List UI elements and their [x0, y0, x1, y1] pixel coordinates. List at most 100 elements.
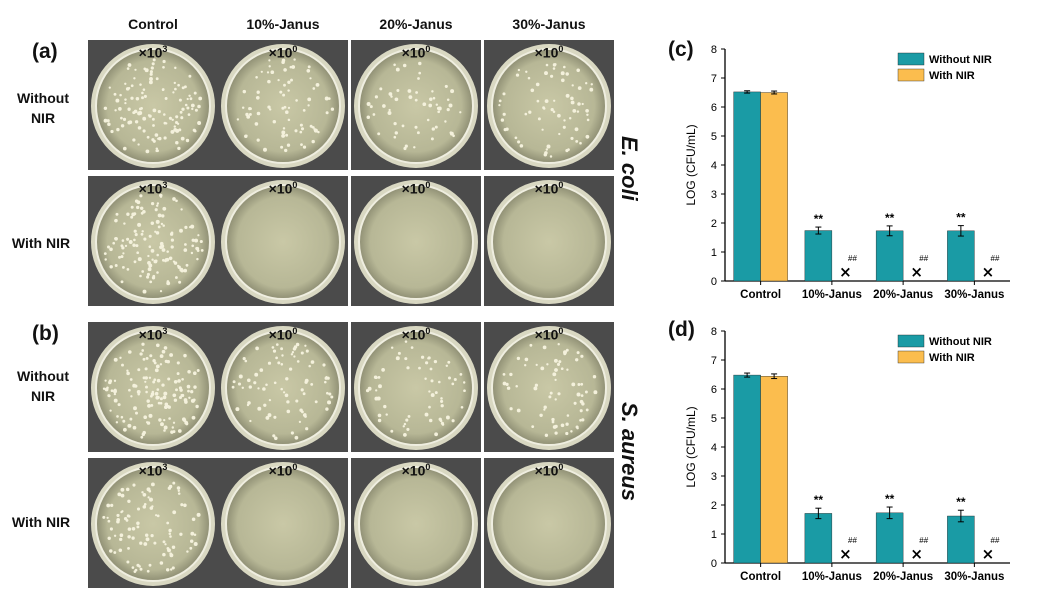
row-label-a-without: Without NIR [2, 88, 84, 128]
bar [947, 515, 975, 564]
y-tick-label: 7 [711, 355, 717, 367]
dilution-label: ×100 [268, 44, 298, 61]
no-colony-cross-mark: × [982, 263, 995, 281]
bar [804, 230, 833, 282]
with-nir-significance-mark: ## [848, 536, 857, 545]
legend-label: Without NIR [929, 336, 992, 348]
y-tick-label: 4 [711, 160, 717, 172]
bar [733, 374, 761, 564]
panel-label-b: (b) [32, 322, 59, 345]
petri-plate: ×103 [88, 40, 218, 170]
row-label-line-1: Without [17, 90, 69, 106]
species-label-e-coli: E. coli [617, 136, 642, 201]
dilution-label: ×100 [534, 44, 564, 61]
petri-plate: ×100 [484, 322, 614, 452]
dilution-label: ×100 [534, 462, 564, 479]
significance-label: ** [814, 493, 824, 507]
with-nir-significance-mark: ## [919, 254, 928, 263]
petri-dish-image [221, 180, 345, 304]
y-tick-label: 2 [711, 218, 717, 230]
y-axis-label: LOG (CFU/mL) [684, 124, 698, 205]
petri-plate: ×103 [88, 458, 218, 588]
y-tick-label: 8 [711, 326, 717, 338]
y-tick-label: 5 [711, 131, 717, 143]
petri-plate: ×100 [351, 322, 481, 452]
dilution-label: ×103 [138, 462, 168, 479]
petri-plate: ×100 [484, 176, 614, 306]
bar [875, 512, 904, 564]
x-tick-label: 10%-Janus [802, 571, 862, 583]
bar [733, 91, 761, 282]
petri-plate: ×100 [218, 322, 348, 452]
petri-plate: ×100 [218, 458, 348, 588]
petri-dish-image [354, 462, 478, 586]
petri-dish-image [487, 44, 611, 168]
petri-plate: ×100 [218, 40, 348, 170]
panel-label-d: (d) [668, 318, 695, 341]
x-tick-label: 10%-Janus [802, 289, 862, 301]
with-nir-significance-mark: ## [848, 254, 857, 263]
column-header-control: Control [128, 16, 178, 32]
x-tick-label: Control [740, 289, 781, 301]
petri-dish-image [91, 326, 215, 450]
dilution-label: ×103 [138, 326, 168, 343]
y-tick-label: 7 [711, 73, 717, 85]
no-colony-cross-mark: × [839, 263, 852, 281]
y-axis-label: LOG (CFU/mL) [684, 406, 698, 487]
petri-dish-image [487, 180, 611, 304]
row-label-a-with: With NIR [11, 235, 71, 251]
legend-swatch [897, 334, 925, 348]
petri-dish-image [91, 462, 215, 586]
row-label-line-2: NIR [30, 110, 56, 126]
dilution-label: ×100 [401, 462, 431, 479]
y-tick-label: 3 [711, 471, 717, 483]
no-colony-cross-mark: × [910, 545, 923, 563]
petri-plate: ×100 [484, 458, 614, 588]
column-header-10-janus: 10%-Janus [246, 16, 320, 32]
petri-plate: ×103 [88, 322, 218, 452]
y-tick-label: 3 [711, 189, 717, 201]
petri-dish-image [221, 326, 345, 450]
bar [760, 92, 788, 282]
dilution-label: ×100 [401, 180, 431, 197]
with-nir-significance-mark: ## [919, 536, 928, 545]
dilution-label: ×100 [534, 326, 564, 343]
dilution-label: ×100 [534, 180, 564, 197]
petri-plate: ×100 [484, 40, 614, 170]
dilution-label: ×100 [268, 462, 298, 479]
petri-plate: ×100 [351, 40, 481, 170]
dilution-label: ×100 [268, 180, 298, 197]
column-header-30-janus: 30%-Janus [512, 16, 586, 32]
row-label-line-1: Without [17, 368, 69, 384]
with-nir-significance-mark: ## [990, 536, 999, 545]
petri-dish-image [221, 462, 345, 586]
y-tick-label: 0 [711, 276, 717, 288]
y-tick-label: 0 [711, 558, 717, 570]
petri-dish-image [354, 44, 478, 168]
petri-dish-image [487, 326, 611, 450]
with-nir-significance-mark: ## [990, 254, 999, 263]
y-tick-label: 6 [711, 102, 717, 114]
petri-plate: ×100 [218, 176, 348, 306]
y-tick-label: 6 [711, 384, 717, 396]
dilution-label: ×100 [401, 326, 431, 343]
column-header-20-janus: 20%-Janus [379, 16, 453, 32]
species-label-s-aureus: S. aureus [617, 402, 642, 502]
y-tick-label: 1 [711, 529, 717, 541]
no-colony-cross-mark: × [839, 545, 852, 563]
petri-plate: ×103 [88, 176, 218, 306]
y-tick-label: 4 [711, 442, 717, 454]
y-tick-label: 5 [711, 413, 717, 425]
significance-label: ** [956, 495, 966, 509]
petri-dish-image [91, 180, 215, 304]
legend-label: Without NIR [929, 54, 992, 66]
bar [760, 376, 788, 564]
legend-swatch [897, 52, 925, 66]
x-tick-label: Control [740, 571, 781, 583]
x-tick-label: 20%-Janus [873, 289, 933, 301]
bar [875, 230, 904, 282]
row-label-b-with: With NIR [11, 514, 71, 530]
row-label-b-without: Without NIR [2, 366, 84, 406]
petri-dish-image [487, 462, 611, 586]
significance-label: ** [956, 211, 966, 225]
